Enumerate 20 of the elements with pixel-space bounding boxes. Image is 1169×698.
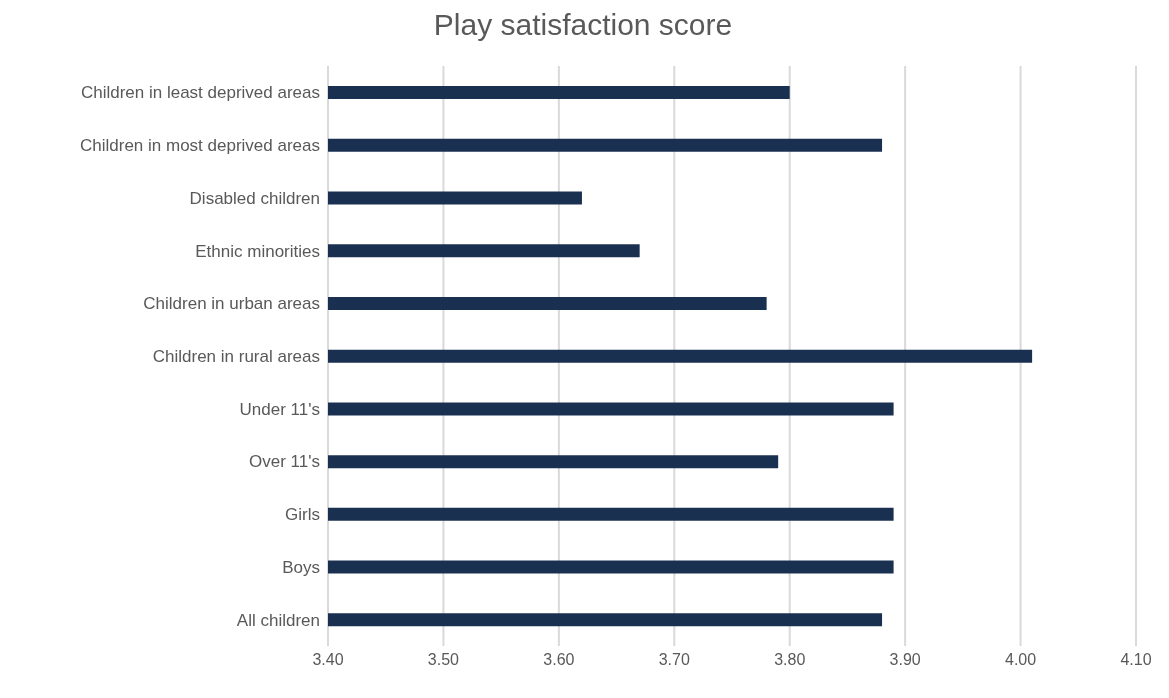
x-tick-label: 3.60: [543, 651, 575, 669]
y-tick-label: Under 11's: [239, 399, 320, 419]
x-tick-label: 3.40: [312, 651, 344, 669]
y-tick-label: Ethnic minorities: [195, 241, 320, 261]
y-tick-label: Children in most deprived areas: [79, 136, 320, 156]
x-tick-label: 3.90: [889, 651, 921, 669]
y-tick-label: Boys: [282, 557, 320, 577]
x-tick-label: 3.80: [774, 651, 806, 669]
y-tick-label: Children in least deprived areas: [80, 83, 320, 103]
y-tick-label: Over 11's: [249, 452, 320, 472]
x-tick-label: 3.70: [658, 651, 690, 669]
chart-title: Play satisfaction score: [432, 8, 734, 42]
x-tick-label: 4.00: [1005, 651, 1037, 669]
y-tick-label: Disabled children: [189, 188, 320, 208]
x-tick-label: 3.50: [427, 651, 460, 669]
y-tick-label: All children: [236, 610, 320, 630]
y-tick-label: Children in rural areas: [152, 347, 320, 367]
y-tick-label: Girls: [285, 505, 320, 525]
y-tick-label: Children in urban areas: [143, 294, 320, 314]
x-tick-label: 4.10: [1120, 651, 1152, 669]
